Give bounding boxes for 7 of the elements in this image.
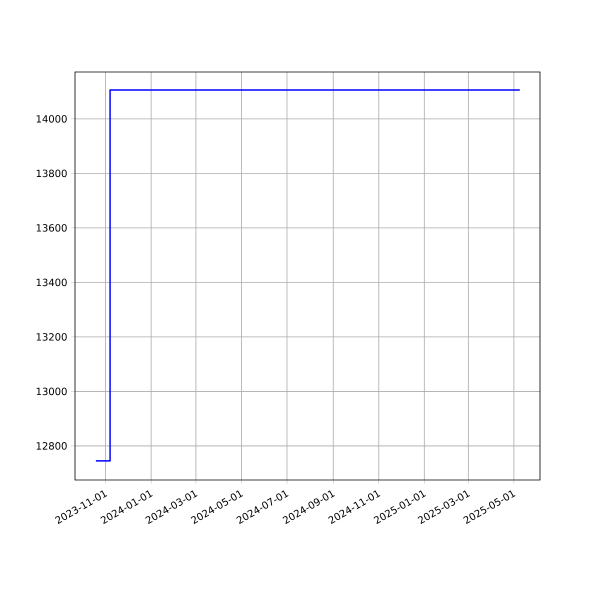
y-tick-label: 13400 <box>36 278 67 286</box>
y-tick-label: 12800 <box>36 442 67 450</box>
y-tick-label: 13600 <box>36 224 67 232</box>
y-tick-label: 14000 <box>36 115 67 123</box>
y-tick-label: 13200 <box>36 333 67 341</box>
y-tick-label: 13000 <box>36 388 67 396</box>
y-tick-label: 13800 <box>36 170 67 178</box>
